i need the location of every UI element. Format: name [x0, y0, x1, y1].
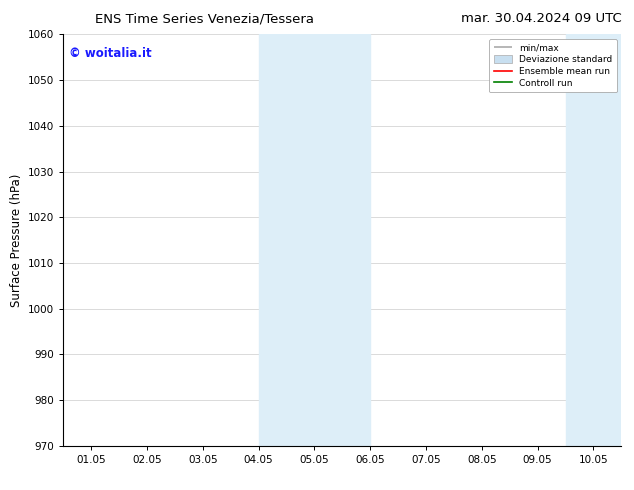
Text: mar. 30.04.2024 09 UTC: mar. 30.04.2024 09 UTC [460, 12, 621, 25]
Legend: min/max, Deviazione standard, Ensemble mean run, Controll run: min/max, Deviazione standard, Ensemble m… [489, 39, 617, 93]
Bar [566, 34, 634, 446]
Y-axis label: Surface Pressure (hPa): Surface Pressure (hPa) [10, 173, 23, 307]
Bar [259, 34, 370, 446]
Text: ENS Time Series Venezia/Tessera: ENS Time Series Venezia/Tessera [95, 12, 314, 25]
Text: © woitalia.it: © woitalia.it [69, 47, 152, 60]
